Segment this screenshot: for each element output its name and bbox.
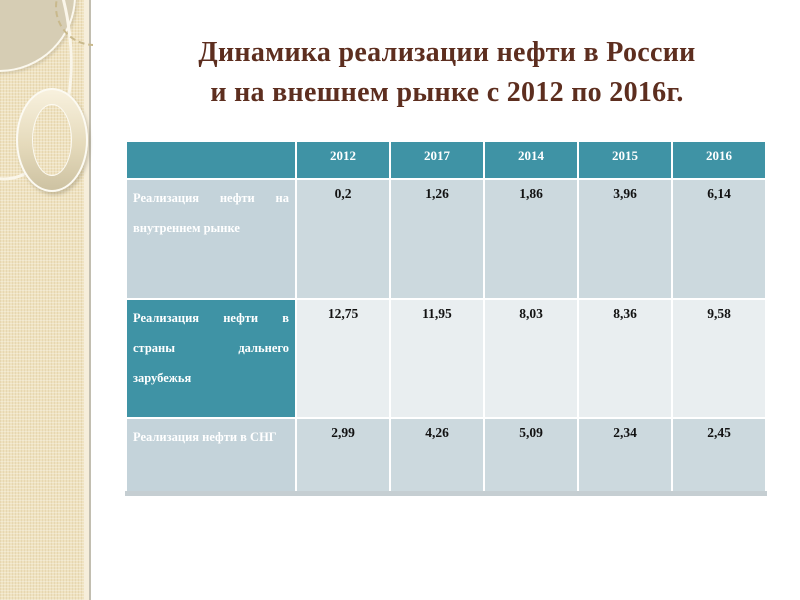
page-title: Динамика реализации нефти в России и на … [100,33,794,113]
value-cell: 6,14 [671,178,767,300]
table-header-row: 2012 2017 2014 2015 2016 [125,140,767,180]
year-header-2016: 2016 [671,140,767,180]
decorative-ring-hole [32,104,72,176]
value-cell: 9,58 [671,298,767,419]
year-header-2015: 2015 [577,140,673,180]
value-cell: 4,26 [389,417,485,496]
value-cell: 0,2 [295,178,391,300]
table-row-cis: Реализация нефти в СНГ 2,99 4,26 5,09 2,… [125,417,767,496]
value-cell: 2,34 [577,417,673,496]
value-cell: 2,99 [295,417,391,496]
row-label-far-abroad: Реализация нефти в страны дальнего заруб… [125,298,297,419]
page-title-line2: и на внешнем рынке с 2012 по 2016г. [210,77,684,108]
row-label-domestic: Реализация нефти на внутреннем рынке [125,178,297,300]
value-cell: 5,09 [483,417,579,496]
value-cell: 1,26 [389,178,485,300]
value-cell: 3,96 [577,178,673,300]
corner-header-cell [125,140,297,180]
page-title-line1: Динамика реализации нефти в России [198,37,696,68]
value-cell: 2,45 [671,417,767,496]
value-cell: 12,75 [295,298,391,419]
decorative-ring-icon [16,88,88,192]
value-cell: 8,03 [483,298,579,419]
row-label-cis: Реализация нефти в СНГ [125,417,297,496]
year-header-2014: 2014 [483,140,579,180]
sidebar-edge [84,0,91,600]
table-row-domestic: Реализация нефти на внутреннем рынке 0,2… [125,178,767,300]
value-cell: 11,95 [389,298,485,419]
table-row-far-abroad: Реализация нефти в страны дальнего заруб… [125,298,767,419]
oil-sales-table: 2012 2017 2014 2015 2016 Реализация нефт… [125,140,767,496]
year-header-2017: 2017 [389,140,485,180]
value-cell: 8,36 [577,298,673,419]
value-cell: 1,86 [483,178,579,300]
theme-sidebar [0,0,93,600]
year-header-2012: 2012 [295,140,391,180]
